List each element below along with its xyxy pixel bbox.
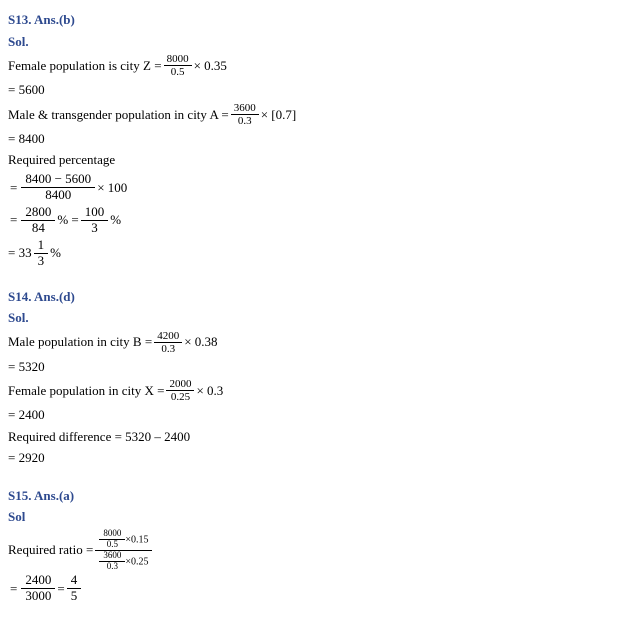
fraction: 2800 84 xyxy=(21,205,55,236)
s13-heading: S13. Ans.(b) xyxy=(8,10,626,30)
s13-sol-label: Sol. xyxy=(8,32,626,52)
text: % xyxy=(50,243,61,263)
equals: = xyxy=(10,210,17,230)
denominator: 0.5 xyxy=(99,540,125,550)
numerator: 3600 xyxy=(231,102,259,115)
denominator: 3000 xyxy=(21,589,55,604)
fraction: 4 5 xyxy=(67,573,82,604)
denominator: 0.3 xyxy=(154,343,182,355)
text: × 100 xyxy=(97,178,127,198)
s15-sol-label: Sol xyxy=(8,507,626,527)
text: = 33 xyxy=(8,243,32,263)
denominator: 0.3 xyxy=(99,562,125,572)
text: Male population in city B = xyxy=(8,332,152,352)
numerator: 4200 xyxy=(154,330,182,343)
fraction: 100 3 xyxy=(81,205,109,236)
denominator: 3 xyxy=(81,221,109,236)
text: = xyxy=(57,579,64,599)
denominator: 0.5 xyxy=(164,66,192,78)
s13-line6: = 8400 − 5600 8400 × 100 xyxy=(8,172,626,203)
solution-s15: S15. Ans.(a) Sol Required ratio = 8000 0… xyxy=(8,486,626,604)
numerator: 3600 xyxy=(99,551,125,562)
denominator: 3 xyxy=(34,254,49,269)
fraction: 1 3 xyxy=(34,238,49,269)
text: × 0.3 xyxy=(196,381,223,401)
text: × 0.35 xyxy=(194,56,227,76)
s14-line2: = 5320 xyxy=(8,357,626,377)
text: Male & transgender population in city A … xyxy=(8,105,229,125)
denominator: 5 xyxy=(67,589,82,604)
inner-fraction: 3600 0.3 xyxy=(99,551,125,572)
numerator: 100 xyxy=(81,205,109,221)
s13-line4: = 8400 xyxy=(8,129,626,149)
denominator: 0.3 xyxy=(231,115,259,127)
text: Female population in city X = xyxy=(8,381,164,401)
numerator: 2400 xyxy=(21,573,55,589)
denominator: 3600 0.3 ×0.25 xyxy=(95,551,152,572)
nested-fraction: 8000 0.5 ×0.15 3600 0.3 ×0.25 xyxy=(95,529,152,572)
s14-sol-label: Sol. xyxy=(8,308,626,328)
denominator: 84 xyxy=(21,221,55,236)
fraction: 4200 0.3 xyxy=(154,330,182,355)
fraction: 8400 − 5600 8400 xyxy=(21,172,95,203)
text: Required ratio = xyxy=(8,540,93,560)
s13-line7: = 2800 84 % = 100 3 % xyxy=(8,205,626,236)
numerator: 2800 xyxy=(21,205,55,221)
s14-line4: = 2400 xyxy=(8,405,626,425)
s13-line3: Male & transgender population in city A … xyxy=(8,102,626,127)
fraction: 2000 0.25 xyxy=(166,378,194,403)
text: Female population is city Z = xyxy=(8,56,162,76)
text: % = xyxy=(57,210,78,230)
s14-line3: Female population in city X = 2000 0.25 … xyxy=(8,378,626,403)
s13-line8: = 33 1 3 % xyxy=(8,238,626,269)
s14-line6: = 2920 xyxy=(8,448,626,468)
fraction: 2400 3000 xyxy=(21,573,55,604)
s13-line1: Female population is city Z = 8000 0.5 ×… xyxy=(8,53,626,78)
s14-heading: S14. Ans.(d) xyxy=(8,287,626,307)
s13-line2: = 5600 xyxy=(8,80,626,100)
numerator: 2000 xyxy=(166,378,194,391)
equals: = xyxy=(10,178,17,198)
s14-line5: Required difference = 5320 – 2400 xyxy=(8,427,626,447)
s15-heading: S15. Ans.(a) xyxy=(8,486,626,506)
numerator: 8400 − 5600 xyxy=(21,172,95,188)
fraction: 3600 0.3 xyxy=(231,102,259,127)
s13-line5: Required percentage xyxy=(8,150,626,170)
s15-line1: Required ratio = 8000 0.5 ×0.15 3600 0.3… xyxy=(8,529,626,572)
inner-fraction: 8000 0.5 xyxy=(99,529,125,550)
text: ×0.25 xyxy=(125,556,148,567)
text: × [0.7] xyxy=(261,105,297,125)
s14-line1: Male population in city B = 4200 0.3 × 0… xyxy=(8,330,626,355)
denominator: 0.25 xyxy=(166,391,194,403)
solution-s14: S14. Ans.(d) Sol. Male population in cit… xyxy=(8,287,626,468)
numerator: 1 xyxy=(34,238,49,254)
numerator: 4 xyxy=(67,573,82,589)
text: × 0.38 xyxy=(184,332,217,352)
fraction: 8000 0.5 xyxy=(164,53,192,78)
s15-line2: = 2400 3000 = 4 5 xyxy=(8,573,626,604)
equals: = xyxy=(10,579,17,599)
denominator: 8400 xyxy=(21,188,95,203)
numerator: 8000 xyxy=(164,53,192,66)
numerator: 8000 0.5 ×0.15 xyxy=(95,529,152,551)
text: % xyxy=(110,210,121,230)
text: ×0.15 xyxy=(125,534,148,545)
solution-s13: S13. Ans.(b) Sol. Female population is c… xyxy=(8,10,626,269)
